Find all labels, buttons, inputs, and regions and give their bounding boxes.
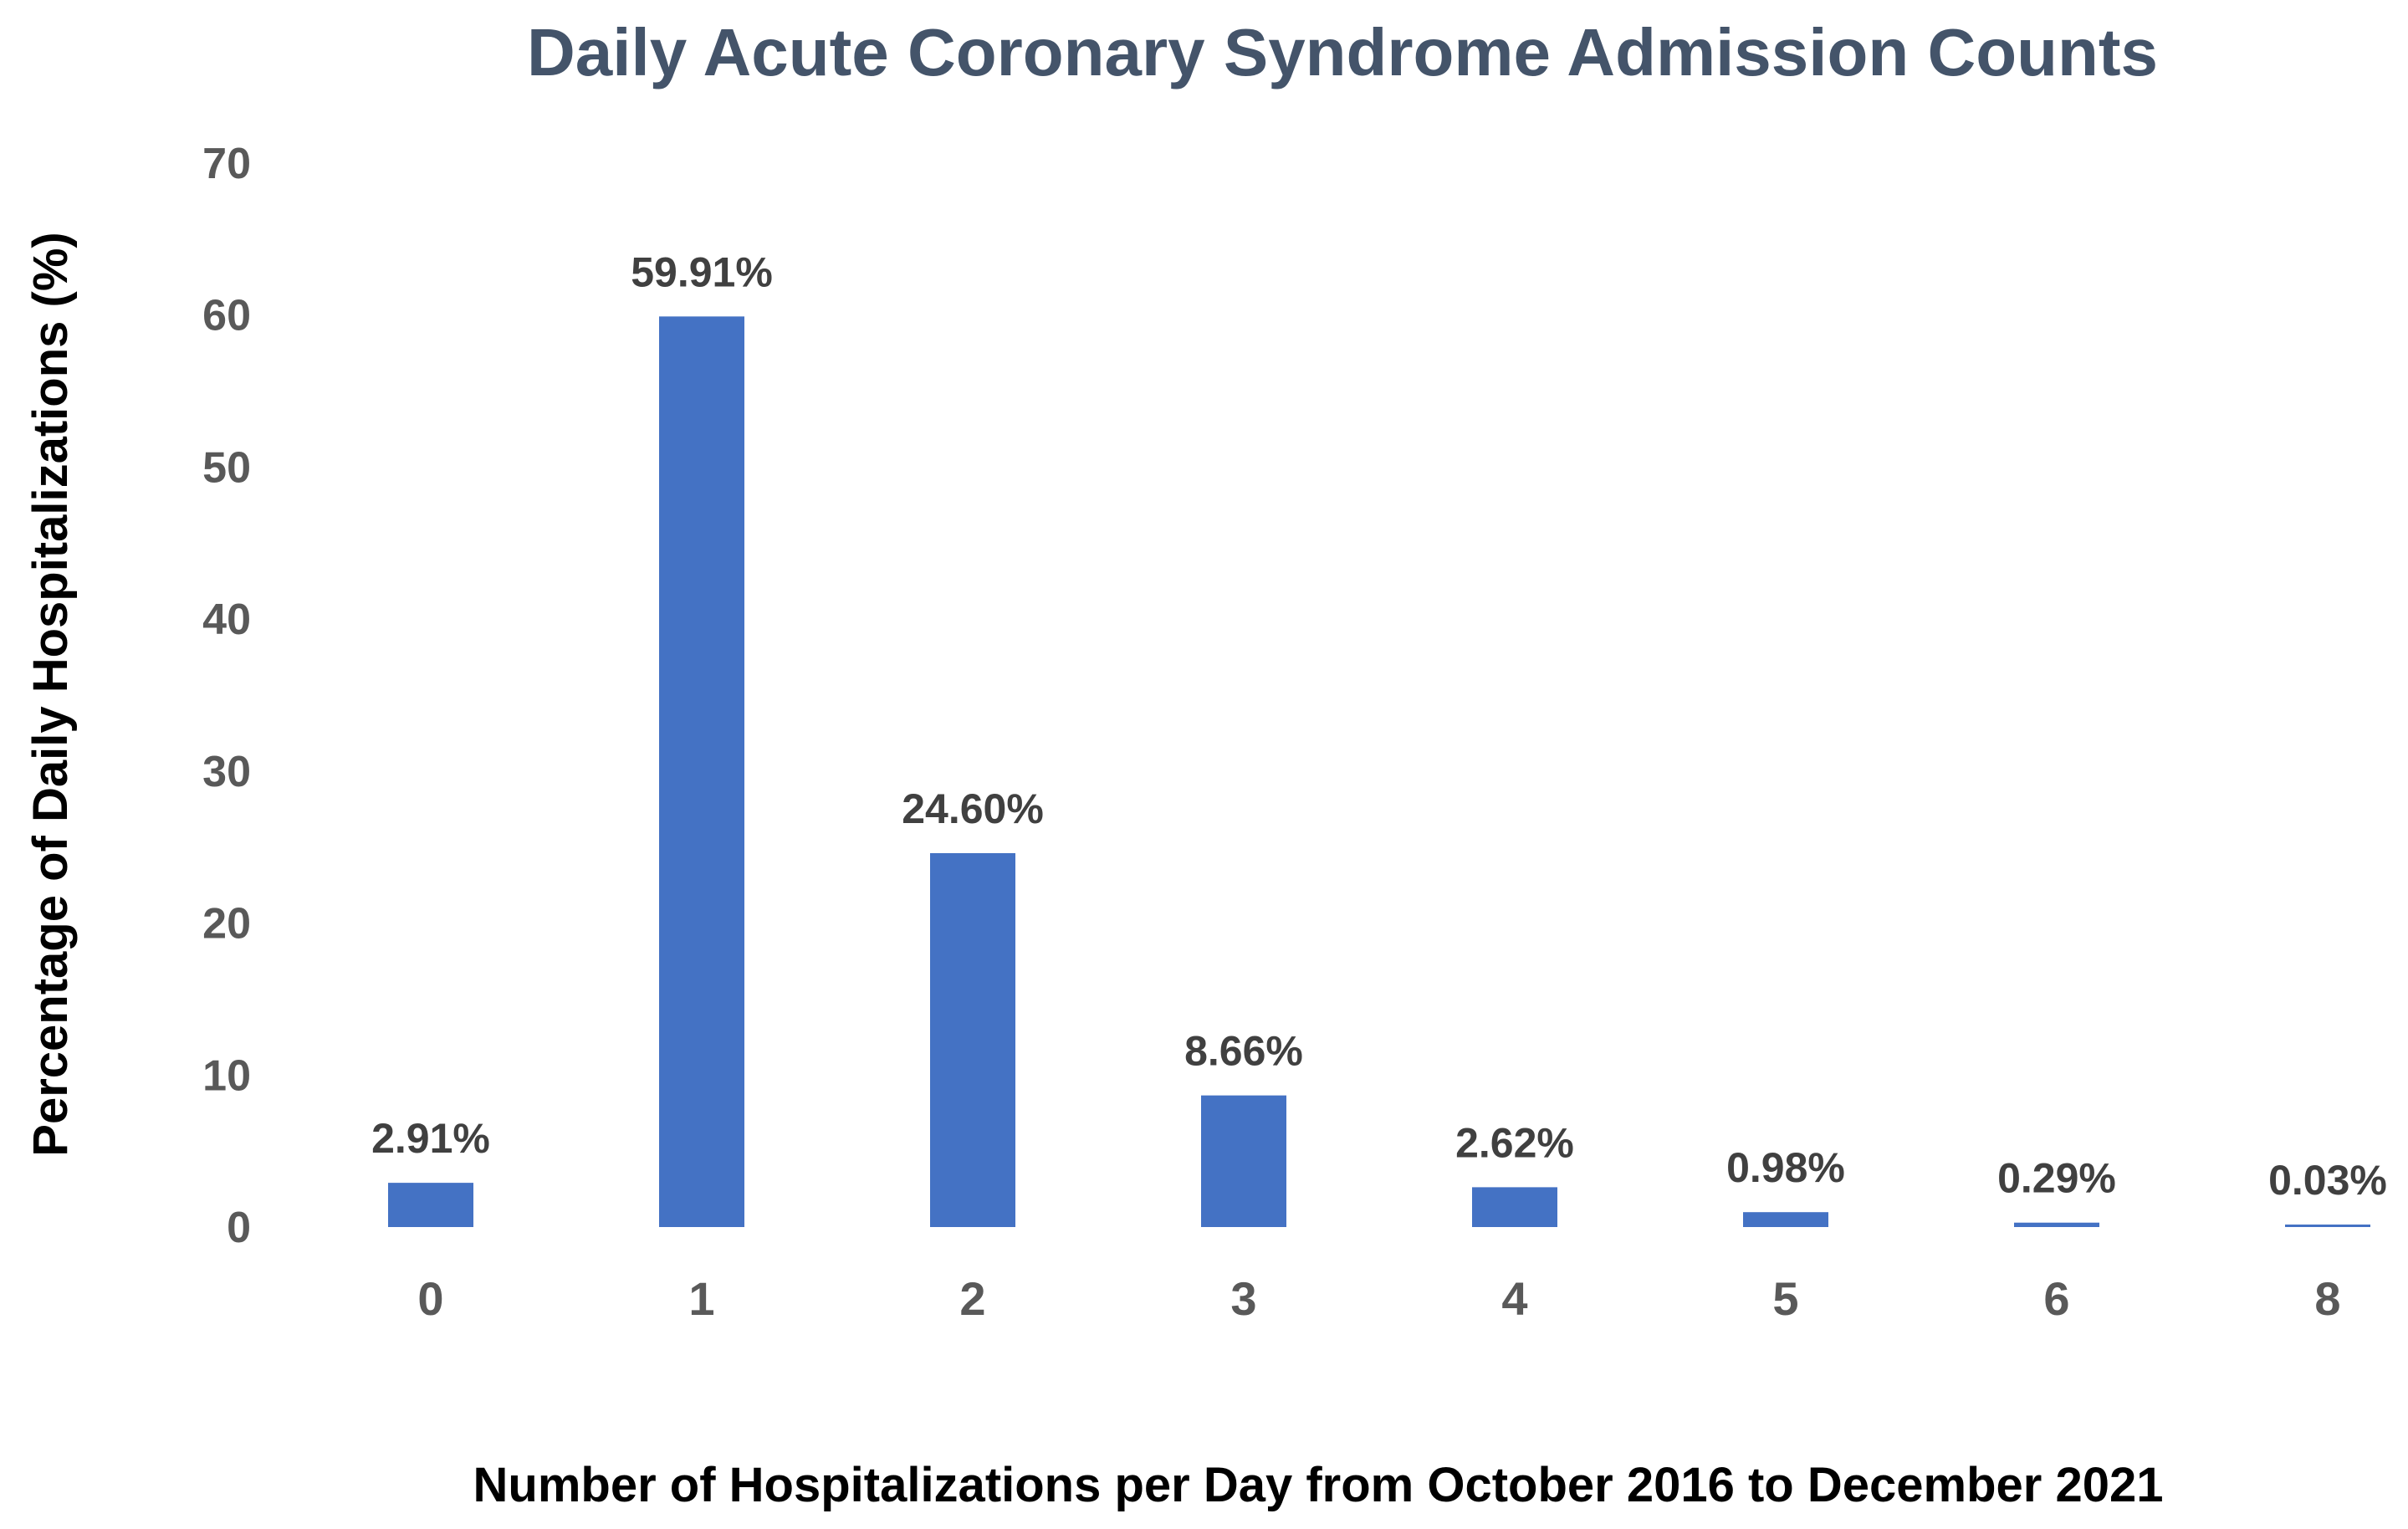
y-tick-label: 0 xyxy=(227,1204,251,1252)
bar-6 xyxy=(2014,1222,2099,1227)
data-label-3: 8.66% xyxy=(1184,1028,1303,1075)
data-label-5: 0.98% xyxy=(1726,1144,1845,1191)
bar-1 xyxy=(659,316,744,1227)
y-tick-label: 50 xyxy=(202,443,251,492)
bar-2 xyxy=(930,852,1015,1227)
data-label-2: 24.60% xyxy=(902,785,1044,832)
y-tick-label: 10 xyxy=(202,1051,251,1100)
y-tick-label: 30 xyxy=(202,748,251,796)
bar-series xyxy=(388,316,2370,1227)
y-axis-ticks: 0 10 20 30 40 50 60 70 xyxy=(202,140,251,1252)
x-tick-label: 1 xyxy=(688,1272,714,1325)
x-tick-label: 3 xyxy=(1230,1272,1256,1325)
data-label-6: 0.29% xyxy=(1997,1155,2116,1202)
data-label-8: 0.03% xyxy=(2268,1157,2387,1204)
bar-3 xyxy=(1201,1095,1286,1227)
x-tick-label: 6 xyxy=(2043,1272,2069,1325)
x-axis-label: Number of Hospitalizations per Day from … xyxy=(473,1458,2164,1512)
y-tick-label: 60 xyxy=(202,292,251,340)
x-tick-label: 2 xyxy=(959,1272,985,1325)
x-tick-label: 4 xyxy=(1501,1272,1527,1325)
data-label-1: 59.91% xyxy=(631,248,773,295)
x-tick-label: 0 xyxy=(417,1272,443,1325)
bar-8 xyxy=(2285,1225,2370,1227)
x-axis-ticks: 0 1 2 3 4 5 6 8 xyxy=(417,1272,2340,1325)
y-tick-label: 40 xyxy=(202,596,251,644)
chart-title: Daily Acute Coronary Syndrome Admission … xyxy=(527,15,2158,89)
bar-5 xyxy=(1743,1212,1828,1227)
bar-0 xyxy=(388,1183,473,1227)
data-labels: 2.91% 59.91% 24.60% 8.66% 2.62% 0.98% 0.29% 0.0… xyxy=(371,248,2387,1204)
x-tick-label: 8 xyxy=(2314,1272,2340,1325)
x-tick-label: 5 xyxy=(1772,1272,1798,1325)
data-label-0: 2.91% xyxy=(371,1115,490,1162)
y-axis-label: Percentage of Daily Hospitalizations (%) xyxy=(23,232,78,1156)
bar-4 xyxy=(1472,1187,1557,1227)
data-label-4: 2.62% xyxy=(1455,1119,1574,1166)
y-tick-label: 20 xyxy=(202,900,251,949)
y-tick-label: 70 xyxy=(202,140,251,188)
